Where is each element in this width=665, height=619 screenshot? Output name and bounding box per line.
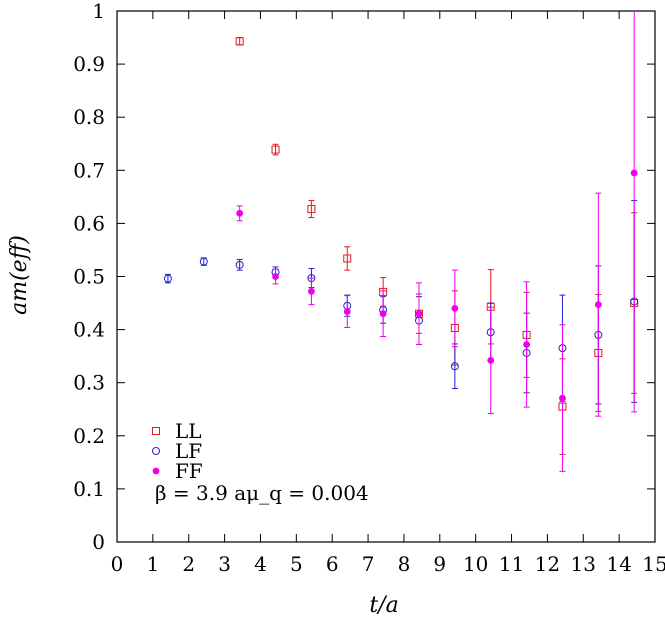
data-point <box>630 169 638 177</box>
x-tick-label: 15 <box>642 552 665 576</box>
data-point <box>594 301 602 309</box>
y-tick-label: 0.7 <box>73 158 105 182</box>
data-point <box>487 356 495 364</box>
data-point <box>236 209 244 217</box>
y-axis-label: am(eff) <box>7 235 32 315</box>
data-point <box>379 310 387 318</box>
y-tick-label: 0.8 <box>73 105 105 129</box>
data-point <box>307 287 315 295</box>
parameter-annotation: β = 3.9 aμ_q = 0.004 <box>155 481 369 505</box>
data-point <box>451 304 459 312</box>
data-point <box>199 257 208 266</box>
y-tick-label: 0.5 <box>73 265 105 289</box>
x-tick-label: 0 <box>111 552 124 576</box>
data-point <box>450 362 459 371</box>
legend-marker-ff <box>152 467 160 475</box>
x-tick-label: 6 <box>326 552 339 576</box>
x-tick-label: 4 <box>254 552 267 576</box>
legend-label-ff: FF <box>175 459 203 483</box>
data-point <box>235 37 244 46</box>
data-point <box>343 308 351 315</box>
legend-marker-ll <box>152 427 160 435</box>
y-tick-label: 0.6 <box>73 211 105 235</box>
series-lf <box>163 200 639 405</box>
y-axis-ticks: 0 0.1 0.2 0.3 0.4 0.5 0.6 0.7 0.8 0.9 1 <box>73 0 655 554</box>
series-ll <box>235 37 639 455</box>
x-axis-ticks: 0 1 2 3 4 5 6 7 8 9 10 11 12 13 14 15 <box>111 11 665 576</box>
x-tick-label: 8 <box>398 552 411 576</box>
y-tick-label: 0 <box>92 530 105 554</box>
data-point <box>523 341 530 348</box>
y-tick-label: 0.9 <box>73 52 105 76</box>
y-tick-label: 0.1 <box>73 477 105 501</box>
data-point <box>272 273 279 280</box>
series-layer <box>163 11 639 472</box>
y-tick-label: 1 <box>92 0 105 23</box>
x-tick-label: 3 <box>218 552 231 576</box>
x-tick-label: 9 <box>433 552 446 576</box>
x-tick-label: 13 <box>571 552 596 576</box>
data-point <box>559 394 566 402</box>
x-tick-label: 10 <box>463 552 488 576</box>
x-axis-label: t/a <box>369 593 398 618</box>
x-tick-label: 11 <box>499 552 524 576</box>
y-tick-label: 0.3 <box>73 371 105 395</box>
legend-label-ll: LL <box>175 419 202 443</box>
series-ff <box>236 11 638 472</box>
data-point <box>271 145 280 154</box>
data-point <box>415 310 423 318</box>
x-tick-label: 5 <box>290 552 303 576</box>
data-point <box>163 274 172 283</box>
x-tick-label: 7 <box>362 552 375 576</box>
data-point <box>235 260 244 269</box>
y-tick-label: 0.4 <box>73 318 105 342</box>
legend-marker-lf <box>152 447 160 455</box>
x-tick-label: 2 <box>182 552 195 576</box>
data-point <box>343 254 352 263</box>
legend-label-lf: LF <box>175 439 202 463</box>
y-tick-label: 0.2 <box>73 424 105 448</box>
data-point <box>307 205 316 214</box>
x-tick-label: 12 <box>535 552 560 576</box>
x-tick-label: 1 <box>146 552 159 576</box>
x-tick-label: 14 <box>606 552 631 576</box>
